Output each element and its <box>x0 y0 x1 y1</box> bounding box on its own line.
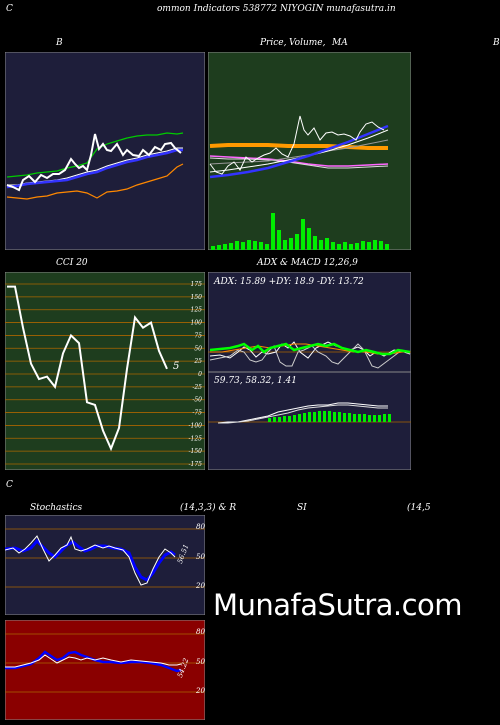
bollinger-chart <box>5 52 205 250</box>
rsi-chart <box>5 620 205 720</box>
stoch-bg <box>5 515 205 615</box>
stochastics-chart <box>5 515 205 615</box>
cci-tick-label: -175 <box>189 461 203 468</box>
cci-tick-label: 125 <box>191 307 203 314</box>
volume-label: Volume, <box>289 38 326 48</box>
cci-tick-label: 100 <box>191 320 203 327</box>
ma-blue <box>209 124 389 179</box>
bb-panel-title: B <box>56 38 63 48</box>
cci-tick-label: 175 <box>191 281 203 288</box>
adx-dy-plus <box>209 343 411 369</box>
rsi-tick-50: 50 <box>196 658 205 666</box>
bollinger-upper-band <box>6 132 184 178</box>
ma-orange-thick <box>209 143 388 150</box>
cci-tick-label: -75 <box>192 410 202 417</box>
stoch-d-line <box>5 538 176 582</box>
page-title: ommon Indicators 538772 NIYOGIN munafasu… <box>157 4 396 14</box>
price-bg <box>208 52 411 250</box>
price-line <box>209 115 385 175</box>
ma-white-slow <box>209 157 389 169</box>
ma-label: MA <box>332 38 348 48</box>
stoch-tick-50: 50 <box>196 553 205 561</box>
stochastics-title: Stochastics <box>30 503 83 513</box>
rsi-tick-80: 80 <box>196 628 205 636</box>
cci-tick-label: 50 <box>194 345 202 352</box>
cci-tick-label: -125 <box>189 435 203 442</box>
volume-bars <box>211 213 389 250</box>
macd-histogram <box>268 411 391 422</box>
cci-tick-label: 25 <box>193 358 202 365</box>
adx-macd-panel-title: ADX & MACD 12,26,9 <box>257 258 358 268</box>
bollinger-ma-blue <box>6 148 183 189</box>
stoch-k-line <box>5 535 176 586</box>
rsi-panel <box>5 620 205 720</box>
bollinger-panel <box>5 52 205 250</box>
bollinger-price-line <box>6 133 182 192</box>
cci-tick-label: -25 <box>192 384 202 391</box>
ma-gray-mid <box>209 139 389 165</box>
cci-tick-label: -50 <box>192 397 202 404</box>
rsi-white-line <box>5 654 182 668</box>
rsi-blue-line <box>5 650 182 673</box>
macd-signal-line <box>218 404 388 424</box>
rsi-tick-20: 20 <box>196 687 205 695</box>
stochastics-params: (14,3,3) & R <box>180 503 237 513</box>
cci-panel-title: CCI 20 <box>56 258 88 268</box>
adx-macd-chart <box>208 272 411 470</box>
ma-pink <box>209 155 389 167</box>
cci-tick-label: -100 <box>189 422 203 429</box>
cci-current-value: 5 <box>173 361 180 372</box>
cci-grid: 175 150 125 100 75 50 25 0 -25 -50 -75 -100 -125 -150… <box>5 281 205 468</box>
macd-values-text: 59.73, 58.32, 1.41 <box>214 376 298 386</box>
price-chart <box>208 52 411 250</box>
bottom-corner-left: C <box>6 480 13 490</box>
adx-dy-minus <box>209 341 411 359</box>
corner-right-label: B <box>493 38 500 48</box>
adx-green <box>209 342 411 356</box>
price-panel-title: Price, <box>260 38 287 48</box>
cci-line <box>7 285 168 452</box>
cci-tick-label: -150 <box>189 448 203 455</box>
brand-watermark: MunafaSutra.com <box>213 588 463 622</box>
rsi-title: SI <box>297 503 307 513</box>
cci-tick-label: 150 <box>191 294 203 301</box>
stoch-tick-20: 20 <box>196 582 205 590</box>
adx-bg <box>208 272 411 373</box>
bollinger-lower-band <box>6 163 184 200</box>
stochastics-panel <box>5 515 205 615</box>
adx-macd-panel: ADX: 15.89 +DY: 18.9 -DY: 13.72 59.73, 5… <box>208 272 411 470</box>
cci-tick-label: 75 <box>194 332 202 339</box>
rsi-params: (14,5 <box>407 503 431 513</box>
adx-values-text: ADX: 15.89 +DY: 18.9 -DY: 13.72 <box>214 277 364 287</box>
price-panel <box>208 52 411 250</box>
cci-tick-label: 0 <box>198 371 202 378</box>
cci-panel: 175 150 125 100 75 50 25 0 -25 -50 -75 -100 -125 -150… <box>5 272 205 470</box>
cci-chart: 175 150 125 100 75 50 25 0 -25 -50 -75 -100 -125 -150… <box>5 272 205 470</box>
macd-line <box>217 402 388 424</box>
stoch-tick-80: 80 <box>196 523 205 531</box>
header-corner-left: C <box>6 4 13 14</box>
